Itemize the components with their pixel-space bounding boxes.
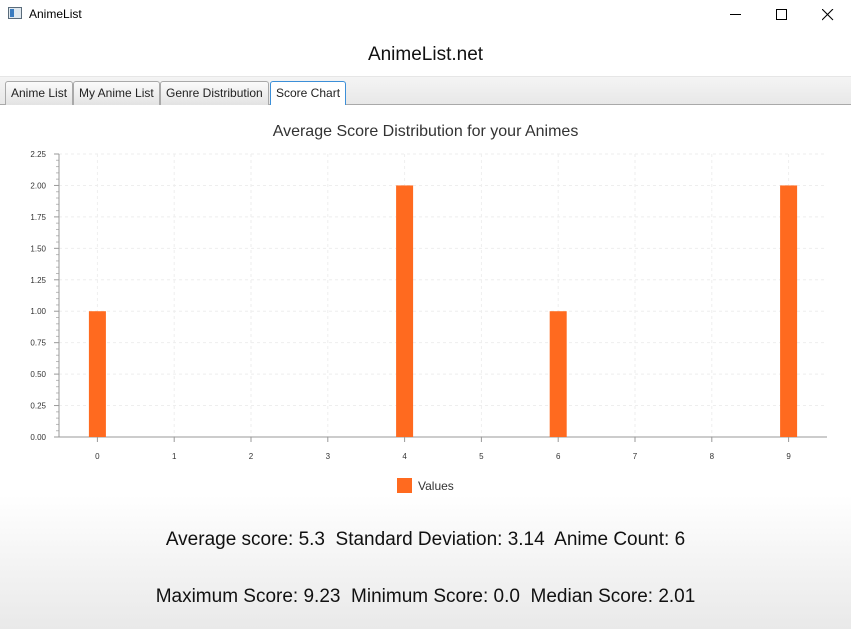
title-bar: AnimeList (0, 0, 851, 30)
x-tick-label: 7 (633, 452, 638, 461)
x-tick-label: 6 (556, 452, 561, 461)
score-chart-panel: Average Score Distribution for your Anim… (0, 105, 851, 629)
x-tick-label: 0 (95, 452, 100, 461)
maximize-button[interactable] (759, 0, 805, 30)
chart-title: Average Score Distribution for your Anim… (272, 123, 579, 140)
close-icon (822, 9, 834, 21)
y-tick-label: 2.25 (30, 150, 46, 159)
bar-chart: 0.00 0.25 0.50 0.75 1.00 1.25 1.50 1.75 2.00 2.25… (30, 150, 827, 461)
bar (88, 311, 106, 437)
x-tick-label: 3 (326, 452, 331, 461)
y-tick-label: 2.00 (30, 181, 46, 190)
bar (780, 185, 798, 437)
app-icon (8, 7, 22, 19)
x-tick-label: 1 (172, 452, 177, 461)
tab-my-anime-list[interactable]: My Anime List (73, 81, 160, 105)
x-tick-label: 4 (402, 452, 407, 461)
close-button[interactable] (805, 0, 851, 30)
bar (396, 185, 414, 437)
x-tick-label: 5 (479, 452, 484, 461)
minimize-button[interactable] (713, 0, 759, 30)
y-tick-label: 0.75 (30, 339, 46, 348)
tab-bar: Anime List My Anime List Genre Distribut… (0, 77, 851, 106)
y-tick-label: 1.25 (30, 276, 46, 285)
x-tick-label: 8 (710, 452, 715, 461)
tab-anime-list[interactable]: Anime List (5, 81, 74, 105)
stats-line-1: Average score: 5.3 Standard Deviation: 3… (165, 529, 686, 550)
y-tick-label: 1.75 (30, 213, 46, 222)
legend-label: Values (418, 479, 454, 493)
app-title: AnimeList.net (367, 44, 484, 65)
stats-line-2: Maximum Score: 9.23 Minimum Score: 0.0 M… (155, 586, 696, 607)
tab-score-chart[interactable]: Score Chart (270, 81, 347, 106)
y-tick-label: 0.25 (30, 402, 46, 411)
y-tick-label: 1.00 (30, 307, 46, 316)
minimize-icon (730, 14, 741, 15)
maximize-icon (776, 9, 787, 20)
x-tick-label: 2 (249, 452, 254, 461)
bar (549, 311, 567, 437)
legend-swatch (397, 478, 412, 493)
y-tick-label: 0.00 (30, 433, 46, 442)
x-tick-label: 9 (786, 452, 791, 461)
app-header: AnimeList.net (0, 30, 851, 77)
tab-genre-distribution[interactable]: Genre Distribution (160, 81, 269, 105)
y-tick-label: 0.50 (30, 370, 46, 379)
window-title: AnimeList (29, 7, 82, 21)
y-tick-label: 1.50 (30, 244, 46, 253)
